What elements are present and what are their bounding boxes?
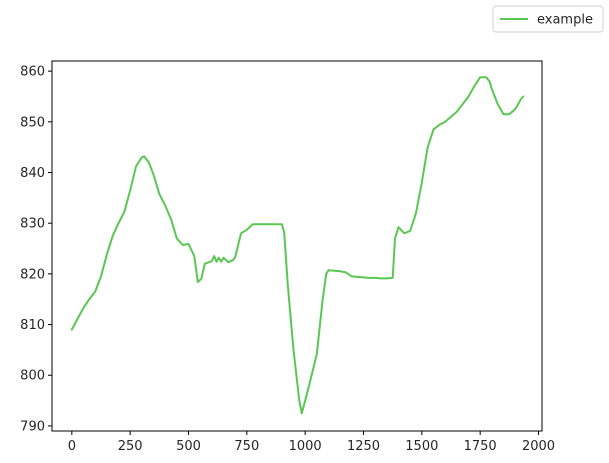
x-tick-label: 1750 bbox=[464, 439, 497, 454]
y-tick-label: 860 bbox=[20, 65, 45, 80]
x-tick-label: 500 bbox=[176, 439, 201, 454]
y-tick-label: 840 bbox=[20, 166, 45, 181]
x-tick-label: 1000 bbox=[289, 439, 322, 454]
x-tick-label: 250 bbox=[118, 439, 143, 454]
y-tick-label: 790 bbox=[20, 419, 45, 434]
plot-area bbox=[70, 76, 525, 415]
legend: example bbox=[492, 5, 604, 33]
x-tick-label: 1250 bbox=[347, 439, 380, 454]
x-tick-label: 2000 bbox=[522, 439, 555, 454]
y-tick-label: 820 bbox=[20, 267, 45, 282]
x-axis-ticks: 0 250 500 750 1000 1250 1500 1750 2000 bbox=[68, 431, 555, 454]
x-tick-label: 750 bbox=[234, 439, 259, 454]
y-tick-label: 850 bbox=[20, 115, 45, 130]
y-tick-label: 810 bbox=[20, 318, 45, 333]
y-tick-label: 830 bbox=[20, 217, 45, 232]
x-tick-label: 1500 bbox=[405, 439, 438, 454]
legend-frame bbox=[492, 5, 604, 33]
y-tick-label: 800 bbox=[20, 369, 45, 384]
legend-label-example: example bbox=[537, 13, 593, 28]
x-tick-label: 0 bbox=[68, 439, 76, 454]
series-line-example bbox=[70, 76, 525, 415]
axes-frame bbox=[51, 60, 543, 432]
y-axis-ticks: 790 800 810 820 830 840 850 860 bbox=[20, 65, 52, 434]
